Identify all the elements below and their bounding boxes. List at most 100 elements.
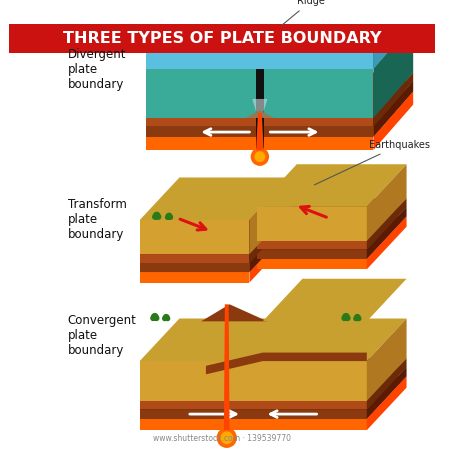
Circle shape xyxy=(163,317,166,321)
Polygon shape xyxy=(146,92,413,137)
Polygon shape xyxy=(140,376,406,419)
Bar xyxy=(256,137,264,150)
Polygon shape xyxy=(146,137,373,150)
Bar xyxy=(350,10,351,13)
Polygon shape xyxy=(374,23,413,118)
Polygon shape xyxy=(146,23,413,69)
Polygon shape xyxy=(264,137,374,150)
Polygon shape xyxy=(257,249,367,259)
Polygon shape xyxy=(367,216,406,269)
Polygon shape xyxy=(257,164,406,207)
Polygon shape xyxy=(224,304,230,430)
Circle shape xyxy=(350,7,355,12)
Polygon shape xyxy=(264,126,374,137)
Polygon shape xyxy=(140,262,249,272)
Bar xyxy=(156,218,157,220)
Circle shape xyxy=(360,5,365,9)
Bar xyxy=(345,319,347,322)
Polygon shape xyxy=(257,207,406,249)
Polygon shape xyxy=(252,99,267,118)
Polygon shape xyxy=(140,178,289,220)
Bar xyxy=(166,319,167,322)
Text: THREE TYPES OF PLATE BOUNDARY: THREE TYPES OF PLATE BOUNDARY xyxy=(63,31,381,46)
Circle shape xyxy=(153,215,158,219)
Polygon shape xyxy=(263,279,406,322)
Polygon shape xyxy=(140,419,367,430)
Polygon shape xyxy=(146,118,373,126)
Text: Earthquakes: Earthquakes xyxy=(315,140,430,185)
Circle shape xyxy=(153,212,160,219)
Bar xyxy=(154,319,156,322)
Circle shape xyxy=(217,428,236,447)
Polygon shape xyxy=(206,353,367,374)
Circle shape xyxy=(168,215,172,219)
Polygon shape xyxy=(140,410,367,419)
Polygon shape xyxy=(374,92,413,150)
Polygon shape xyxy=(140,318,406,361)
Polygon shape xyxy=(257,241,367,249)
Bar xyxy=(357,319,358,322)
Polygon shape xyxy=(146,73,413,118)
Polygon shape xyxy=(367,164,406,241)
Circle shape xyxy=(163,315,169,320)
Polygon shape xyxy=(146,81,413,126)
Bar xyxy=(363,8,365,10)
Circle shape xyxy=(343,313,349,320)
Circle shape xyxy=(354,317,358,321)
Polygon shape xyxy=(374,5,413,69)
Polygon shape xyxy=(367,367,406,419)
Polygon shape xyxy=(146,126,256,137)
Polygon shape xyxy=(257,198,406,241)
Circle shape xyxy=(347,7,351,12)
Circle shape xyxy=(151,316,155,320)
Polygon shape xyxy=(264,118,374,126)
Polygon shape xyxy=(257,259,367,269)
Polygon shape xyxy=(146,126,373,137)
Circle shape xyxy=(166,215,170,219)
Circle shape xyxy=(154,316,159,320)
Circle shape xyxy=(346,316,350,320)
Circle shape xyxy=(255,152,265,161)
Polygon shape xyxy=(140,212,289,254)
Polygon shape xyxy=(367,207,406,259)
Polygon shape xyxy=(367,198,406,249)
Polygon shape xyxy=(249,178,289,254)
Polygon shape xyxy=(146,5,413,50)
Text: Ridge: Ridge xyxy=(282,0,324,25)
Polygon shape xyxy=(374,73,413,126)
Polygon shape xyxy=(249,230,289,282)
Circle shape xyxy=(166,317,170,321)
Bar xyxy=(256,118,264,126)
Polygon shape xyxy=(140,254,249,262)
Circle shape xyxy=(156,215,161,219)
Text: Convergent
plate
boundary: Convergent plate boundary xyxy=(68,314,137,357)
Polygon shape xyxy=(146,69,256,118)
Polygon shape xyxy=(201,304,267,322)
Text: www.shutterstock.com · 139539770: www.shutterstock.com · 139539770 xyxy=(153,434,291,443)
Polygon shape xyxy=(256,113,264,150)
Polygon shape xyxy=(140,272,249,282)
Polygon shape xyxy=(140,358,406,401)
Bar xyxy=(256,69,264,118)
Text: Divergent
plate
boundary: Divergent plate boundary xyxy=(68,48,126,91)
Polygon shape xyxy=(140,220,289,262)
Circle shape xyxy=(152,313,158,320)
Polygon shape xyxy=(146,137,256,150)
Polygon shape xyxy=(257,207,367,241)
Polygon shape xyxy=(249,212,289,262)
Polygon shape xyxy=(140,220,249,254)
Polygon shape xyxy=(146,118,256,126)
Circle shape xyxy=(355,315,360,320)
Circle shape xyxy=(252,148,268,165)
Polygon shape xyxy=(140,361,367,401)
Circle shape xyxy=(347,5,354,11)
Circle shape xyxy=(221,432,232,443)
Polygon shape xyxy=(140,401,367,410)
Polygon shape xyxy=(246,110,274,118)
Polygon shape xyxy=(367,358,406,410)
Polygon shape xyxy=(249,220,289,272)
Polygon shape xyxy=(146,50,373,69)
Polygon shape xyxy=(367,376,406,430)
Polygon shape xyxy=(374,81,413,137)
Polygon shape xyxy=(264,69,374,118)
